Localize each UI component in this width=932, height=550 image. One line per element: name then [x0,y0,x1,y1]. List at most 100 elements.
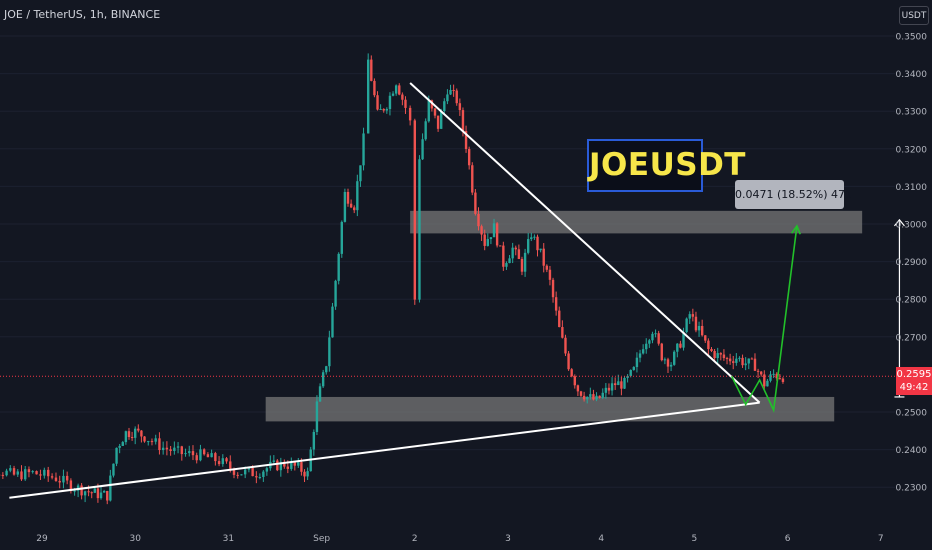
candle-body [775,373,778,379]
candle-body [673,351,676,365]
candle-body [265,468,269,472]
candle-body [480,226,483,235]
candle-body [240,474,243,476]
candle-body [436,115,440,129]
candle-body [221,458,225,465]
candle-body [595,395,598,400]
candle-body [430,100,434,109]
candle-body [505,263,508,267]
price-tick-label: 0.2700 [896,333,928,343]
candle-body [700,325,704,336]
candle-body [592,394,595,400]
candle-body [143,436,146,442]
candle-body [589,394,592,397]
candle-body [370,59,373,81]
candle-body [293,462,297,466]
candle-body [312,431,316,450]
candle-body [520,258,524,272]
candle-body [756,370,760,372]
candle-body [523,252,527,272]
candle-body [382,109,385,111]
candle-body [626,375,629,378]
upper-trendline [409,82,761,404]
candle-body [343,191,347,222]
candle-body [741,357,744,366]
candle-body [346,191,350,204]
candle-body [137,428,140,431]
candle-body [202,449,206,455]
candle-body [96,488,100,499]
candle-body [195,455,198,461]
price-tick-label: 0.3200 [896,145,928,155]
candle-body [440,111,443,129]
candle-body [645,343,648,350]
candle-body [582,395,586,400]
candle-body [388,95,392,110]
candle-body [9,468,12,471]
candle-body [685,318,688,333]
price-zones [265,210,863,422]
candle-body [449,89,452,95]
candle-body [20,471,23,480]
candle-body [206,454,210,458]
price-tick-label: 0.3300 [896,108,928,118]
candle-body [39,474,42,476]
candle-body [558,310,561,328]
candle-body [539,248,542,251]
time-tick-label: 29 [36,534,48,544]
candle-body [648,340,651,344]
candle-body [318,386,322,402]
time-tick-label: 30 [129,534,141,544]
candle-body [623,377,626,389]
candle-body [16,471,19,475]
candle-body [750,358,754,360]
candle-body [404,99,407,108]
candle-body [124,431,128,443]
projection-path [730,225,798,413]
candle-body [127,431,131,438]
currency-badge[interactable]: USDT [899,6,929,25]
candle-body [300,462,303,472]
candle-body [118,445,121,448]
candle-body [495,223,499,246]
candle-body [43,469,46,476]
candle-body [349,203,353,208]
candle-body [385,109,389,111]
candle-body [362,133,365,166]
candle-body [781,378,785,382]
candle-body [251,467,254,477]
candle-body [297,462,300,466]
candle-body [315,401,319,432]
candle-body [573,376,576,386]
price-axis[interactable]: 0.3500 0.3400 0.3300 0.3200 0.3100 0.3000 0.29… [896,33,928,494]
candle-body [331,306,334,338]
price-tick-label: 0.2500 [896,409,928,419]
candle-body [620,381,623,389]
support-zone [265,396,835,422]
time-tick-label: 2 [412,534,418,544]
candle-body [483,234,486,246]
candle-body [424,121,427,140]
candle-body [533,236,536,238]
candle-body [321,372,325,387]
candle-body [65,475,69,481]
candle-body [610,383,614,391]
candle-body [666,359,670,367]
candle-body [427,100,430,122]
candle-body [477,213,480,227]
candle-body [325,366,328,373]
candle-body [328,337,331,367]
candle-body [379,109,382,111]
time-axis[interactable]: 29 30 31 Sep 2 3 4 5 6 7 [36,534,883,544]
candle-body [262,471,265,477]
candle-body [511,247,514,259]
candle-body [467,149,471,166]
candle-body [306,471,309,477]
candle-body [722,354,726,359]
candle-body [109,475,112,501]
candle-body [536,236,539,251]
price-tick-label: 0.2800 [896,296,928,306]
candle-body [184,453,187,455]
candle-body [747,358,750,364]
